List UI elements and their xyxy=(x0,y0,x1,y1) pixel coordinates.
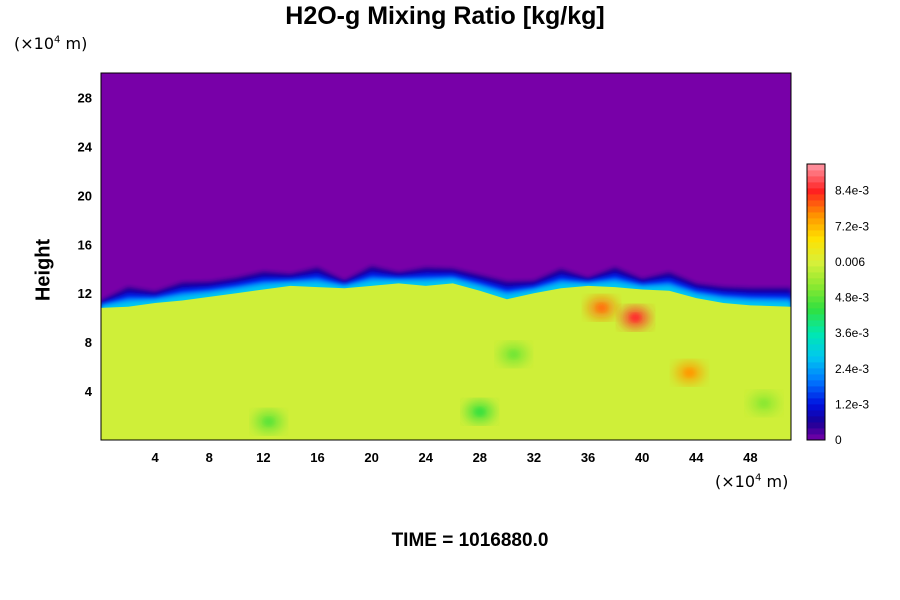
colorbar-swatch xyxy=(807,194,825,201)
colorbar-tick-label: 4.8e-3 xyxy=(835,291,869,305)
y-tick-label: 8 xyxy=(85,335,92,350)
colorbar-swatch xyxy=(807,410,825,417)
colorbar-tick-label: 2.4e-3 xyxy=(835,362,869,376)
colorbar-swatch xyxy=(807,224,825,231)
x-tick-label: 12 xyxy=(256,450,270,465)
x-tick-label: 28 xyxy=(473,450,487,465)
field-feature-core xyxy=(508,350,519,359)
x-tick-label: 8 xyxy=(206,450,213,465)
x-tick-label: 20 xyxy=(364,450,378,465)
colorbar-swatch xyxy=(807,182,825,189)
colorbar-tick-label: 1.2e-3 xyxy=(835,397,869,411)
colorbar-swatch xyxy=(807,374,825,381)
colorbar-swatch xyxy=(807,260,825,267)
colorbar-swatch xyxy=(807,206,825,213)
colorbar-swatch xyxy=(807,422,825,429)
colorbar-swatch xyxy=(807,284,825,291)
colorbar-swatch xyxy=(807,170,825,177)
x-tick-label: 48 xyxy=(743,450,757,465)
colorbar-swatch xyxy=(807,386,825,393)
time-label: TIME = 1016880.0 xyxy=(391,530,549,551)
x-tick-label: 36 xyxy=(581,450,595,465)
colorbar-swatch xyxy=(807,362,825,369)
x-tick-label: 4 xyxy=(152,450,160,465)
colorbar-swatch xyxy=(807,356,825,363)
colorbar-frame xyxy=(806,163,826,441)
colorbar-swatch xyxy=(807,398,825,405)
colorbar-swatch xyxy=(807,380,825,387)
colorbar-swatch xyxy=(807,212,825,219)
y-tick-label: 16 xyxy=(78,237,92,252)
colorbar-swatch xyxy=(807,266,825,273)
colorbar-swatch xyxy=(807,272,825,279)
colorbar-swatch xyxy=(807,296,825,303)
y-unit-label: (×104 m) xyxy=(14,34,88,53)
colorbar-swatch xyxy=(807,248,825,255)
colorbar-swatch xyxy=(807,314,825,321)
y-tick-label: 20 xyxy=(78,188,92,203)
y-tick-label: 24 xyxy=(78,139,93,154)
colorbar-swatch xyxy=(807,320,825,327)
colorbar-swatch xyxy=(807,416,825,423)
x-tick-label: 44 xyxy=(689,450,704,465)
field-feature-core xyxy=(263,417,274,426)
colorbar-swatch xyxy=(807,428,825,435)
colorbar-tick-label: 0 xyxy=(835,433,842,447)
colorbar-swatch xyxy=(807,230,825,237)
field-feature-core xyxy=(630,313,641,322)
colorbar-tick-label: 8.4e-3 xyxy=(835,184,869,198)
y-tick-label: 4 xyxy=(85,384,93,399)
colorbar-swatch xyxy=(807,164,825,171)
colorbar-swatch xyxy=(807,392,825,399)
plot-frame xyxy=(100,72,792,441)
y-tick-label: 28 xyxy=(78,90,92,105)
colorbar-swatch xyxy=(807,176,825,183)
colorbar-swatch xyxy=(807,302,825,309)
colorbar-swatch xyxy=(807,290,825,297)
colorbar-swatch xyxy=(807,200,825,207)
x-unit-label: (×104 m) xyxy=(715,472,789,491)
x-tick-label: 24 xyxy=(418,450,433,465)
colorbar-swatch xyxy=(807,254,825,261)
field-feature-core xyxy=(474,407,485,416)
colorbar-swatch xyxy=(807,332,825,339)
colorbar-swatch xyxy=(807,308,825,315)
x-tick-label: 16 xyxy=(310,450,324,465)
moist-layer xyxy=(101,283,791,440)
colorbar-swatch xyxy=(807,236,825,243)
y-tick-label: 12 xyxy=(78,286,92,301)
x-tick-label: 40 xyxy=(635,450,649,465)
colorbar-tick-label: 3.6e-3 xyxy=(835,326,869,340)
colorbar-swatch xyxy=(807,344,825,351)
colorbar-swatch xyxy=(807,350,825,357)
colorbar-tick-label: 7.2e-3 xyxy=(835,219,869,233)
field-feature-core xyxy=(684,368,695,377)
colorbar-tick-label: 0.006 xyxy=(835,255,865,269)
colorbar-swatch xyxy=(807,338,825,345)
colorbar-swatch xyxy=(807,368,825,375)
colorbar-swatch xyxy=(807,326,825,333)
colorbar-swatch xyxy=(807,404,825,411)
x-tick-label: 32 xyxy=(527,450,541,465)
chart-title: H2O-g Mixing Ratio [kg/kg] xyxy=(285,2,605,30)
colorbar-swatch xyxy=(807,278,825,285)
field-feature-core xyxy=(758,399,769,408)
colorbar-swatch xyxy=(807,188,825,195)
colorbar-swatch xyxy=(807,434,825,441)
colorbar-swatch xyxy=(807,242,825,249)
colorbar-swatch xyxy=(807,218,825,225)
field-feature-core xyxy=(596,303,607,312)
